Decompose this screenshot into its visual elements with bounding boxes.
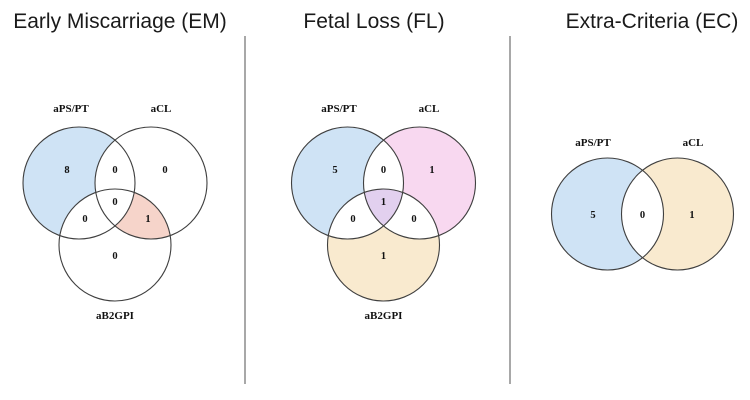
ec-region-acl-only [621,158,734,270]
em-count-acl-ab2gpi: 1 [145,214,150,225]
em-set-label-ab2gpi: aB2GPI [96,310,134,322]
ec-set-label-apspt: aPS/PT [575,137,611,149]
venn-early-miscarriage: aPS/PT aCL aB2GPI 8 0 0 0 0 1 0 [22,103,208,322]
fl-count-apspt-acl: 0 [381,165,386,176]
venn-fetal-loss: aPS/PT aCL aB2GPI 5 0 1 1 0 0 1 [290,103,477,322]
em-count-acl-only: 0 [162,165,167,176]
fl-set-label-acl: aCL [419,103,440,115]
fl-circle-apspt [290,126,405,240]
venn-extra-criteria: aPS/PT aCL 5 0 1 [550,137,735,271]
panel-title-extra-criteria: Extra-Criteria (EC) [565,10,739,33]
panel-divider-right [509,36,511,384]
fl-circle-ab2gpi [326,188,441,302]
fl-region-ab2gpi-only [327,189,440,301]
ec-set-label-acl: aCL [683,137,704,149]
fl-count-apspt-only: 5 [332,165,337,176]
fl-set-label-apspt: aPS/PT [321,103,357,115]
fl-count-all-three: 1 [381,197,386,208]
fl-count-acl-ab2gpi: 0 [411,214,416,225]
ec-count-acl-only: 1 [689,210,694,221]
panel-title-early-miscarriage: Early Miscarriage (EM) [13,10,227,33]
ec-count-apspt-acl: 0 [640,210,645,221]
panel-divider-left [244,36,246,384]
ec-count-apspt-only: 5 [590,210,595,221]
em-set-label-acl: aCL [151,103,172,115]
em-count-all-three: 0 [112,197,117,208]
em-count-ab2gpi-only: 0 [112,251,117,262]
em-count-apspt-acl: 0 [112,165,117,176]
fl-count-acl-only: 1 [429,165,434,176]
fl-count-apspt-ab2gpi: 0 [350,214,355,225]
em-circle-apspt [22,126,136,240]
ec-circle-acl [620,157,735,271]
fl-circle-acl [362,126,477,240]
em-set-label-apspt: aPS/PT [53,103,89,115]
fl-count-ab2gpi-only: 1 [381,251,386,262]
ec-circle-apspt [550,157,665,271]
em-circle-acl [94,126,208,240]
em-region-acl-ab2gpi [95,189,171,239]
panel-title-fetal-loss: Fetal Loss (FL) [303,10,445,33]
fl-set-label-ab2gpi: aB2GPI [365,310,403,322]
em-circle-ab2gpi [58,188,172,302]
em-count-apspt-ab2gpi: 0 [82,214,87,225]
em-count-apspt-only: 8 [64,165,69,176]
fl-region-all-three [363,189,404,239]
